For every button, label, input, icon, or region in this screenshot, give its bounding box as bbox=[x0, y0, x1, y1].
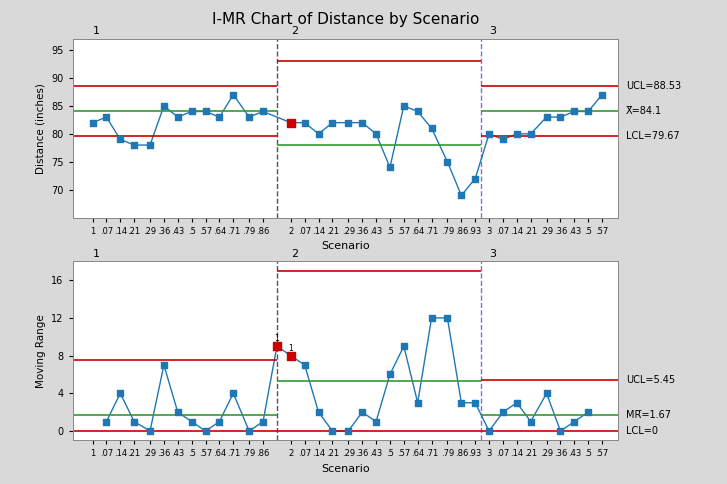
Point bbox=[114, 390, 126, 397]
Point bbox=[370, 418, 382, 425]
Point bbox=[158, 361, 169, 369]
Point bbox=[569, 418, 580, 425]
Point bbox=[511, 399, 523, 407]
Point bbox=[342, 427, 354, 435]
Point bbox=[525, 418, 537, 425]
Point bbox=[497, 136, 509, 143]
Point bbox=[144, 141, 156, 149]
Point bbox=[186, 107, 198, 115]
Point bbox=[483, 427, 495, 435]
Point bbox=[313, 130, 324, 138]
Point bbox=[200, 427, 212, 435]
Point bbox=[244, 427, 255, 435]
Point bbox=[582, 107, 594, 115]
Y-axis label: Distance (inches): Distance (inches) bbox=[36, 83, 46, 174]
Point bbox=[299, 361, 310, 369]
Point bbox=[470, 175, 481, 182]
Point bbox=[100, 418, 112, 425]
Text: 1: 1 bbox=[92, 248, 100, 258]
Point bbox=[511, 130, 523, 138]
Point bbox=[356, 408, 368, 416]
Point bbox=[497, 408, 509, 416]
Point bbox=[555, 427, 566, 435]
Point bbox=[172, 408, 184, 416]
Text: LCL=0: LCL=0 bbox=[626, 426, 658, 436]
Point bbox=[299, 119, 310, 126]
Point bbox=[257, 107, 269, 115]
Point bbox=[582, 408, 594, 416]
Point bbox=[244, 113, 255, 121]
Text: UCL=88.53: UCL=88.53 bbox=[626, 81, 681, 91]
X-axis label: Scenario: Scenario bbox=[321, 242, 369, 251]
Point bbox=[441, 314, 453, 322]
Y-axis label: Moving Range: Moving Range bbox=[36, 314, 46, 388]
Point bbox=[398, 102, 409, 110]
Point bbox=[285, 119, 297, 126]
Point bbox=[426, 124, 438, 132]
Point bbox=[326, 119, 338, 126]
Text: 1: 1 bbox=[289, 344, 293, 353]
Point bbox=[569, 107, 580, 115]
Point bbox=[144, 427, 156, 435]
Text: LCL=79.67: LCL=79.67 bbox=[626, 131, 680, 141]
Text: 2: 2 bbox=[291, 26, 298, 36]
Point bbox=[384, 371, 395, 378]
Point bbox=[285, 352, 297, 360]
Point bbox=[257, 418, 269, 425]
Point bbox=[483, 130, 495, 138]
Point bbox=[313, 408, 324, 416]
X-axis label: Scenario: Scenario bbox=[321, 464, 369, 474]
Point bbox=[129, 418, 140, 425]
Point bbox=[87, 119, 98, 126]
Point bbox=[541, 390, 553, 397]
Point bbox=[555, 113, 566, 121]
Point bbox=[114, 136, 126, 143]
Point bbox=[470, 399, 481, 407]
Point bbox=[172, 113, 184, 121]
Text: UCL=5.45: UCL=5.45 bbox=[626, 375, 675, 385]
Point bbox=[356, 119, 368, 126]
Text: 3: 3 bbox=[489, 248, 496, 258]
Point bbox=[384, 164, 395, 171]
Text: 2: 2 bbox=[291, 248, 298, 258]
Point bbox=[426, 314, 438, 322]
Text: 1: 1 bbox=[275, 334, 279, 344]
Point bbox=[100, 113, 112, 121]
Text: I-MR Chart of Distance by Scenario: I-MR Chart of Distance by Scenario bbox=[212, 12, 479, 27]
Point bbox=[412, 399, 424, 407]
Point bbox=[370, 130, 382, 138]
Point bbox=[456, 399, 467, 407]
Point bbox=[342, 119, 354, 126]
Text: 1: 1 bbox=[92, 26, 100, 36]
Point bbox=[200, 107, 212, 115]
Point bbox=[596, 91, 608, 99]
Text: X̅=84.1: X̅=84.1 bbox=[626, 106, 662, 116]
Point bbox=[228, 390, 239, 397]
Point bbox=[441, 158, 453, 166]
Point bbox=[525, 130, 537, 138]
Point bbox=[228, 91, 239, 99]
Point bbox=[271, 342, 283, 350]
Point bbox=[541, 113, 553, 121]
Text: MR̅=1.67: MR̅=1.67 bbox=[626, 410, 671, 420]
Text: 3: 3 bbox=[489, 26, 496, 36]
Point bbox=[214, 418, 225, 425]
Point bbox=[398, 342, 409, 350]
Point bbox=[129, 141, 140, 149]
Point bbox=[214, 113, 225, 121]
Point bbox=[186, 418, 198, 425]
Point bbox=[456, 192, 467, 199]
Point bbox=[326, 427, 338, 435]
Point bbox=[412, 107, 424, 115]
Point bbox=[158, 102, 169, 110]
